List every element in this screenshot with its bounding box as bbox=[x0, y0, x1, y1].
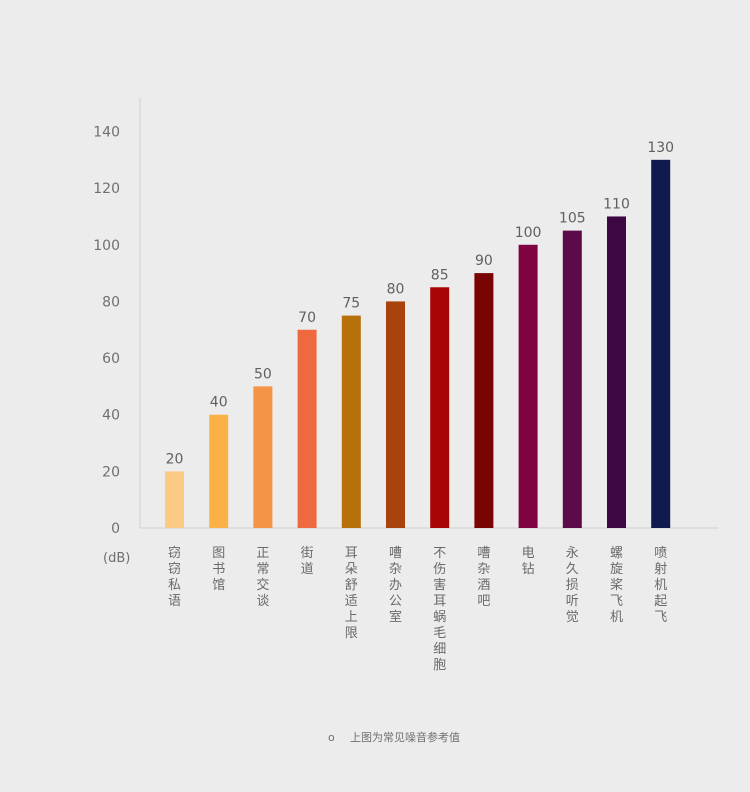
unit-label: (dB) bbox=[103, 551, 130, 566]
data-label: 80 bbox=[387, 281, 405, 297]
y-tick-label: 120 bbox=[93, 181, 120, 197]
category-label: 耳朵舒适上限 bbox=[345, 546, 358, 641]
category-label: 正常交谈 bbox=[256, 546, 269, 609]
data-label: 90 bbox=[475, 253, 493, 269]
category-label: 螺旋桨飞机 bbox=[610, 546, 623, 625]
data-label: 50 bbox=[254, 366, 272, 382]
data-label: 130 bbox=[647, 140, 674, 156]
y-tick-labels: 0 20 40 60 80 100 120 140 bbox=[93, 125, 120, 538]
category-label: 电钻 bbox=[522, 546, 535, 577]
y-tick-label: 40 bbox=[102, 408, 120, 424]
category-labels: 窃窃私语 图书馆 正常交谈 街道 耳朵舒适上限 嘈杂办公室 不伤害耳蜗毛细胞 嘈杂酒吧 电钻永久… bbox=[168, 545, 667, 673]
data-label: 105 bbox=[559, 211, 586, 227]
data-label: 110 bbox=[603, 196, 630, 212]
y-tick-label: 60 bbox=[102, 351, 120, 367]
bar bbox=[562, 230, 582, 528]
data-label: 75 bbox=[342, 296, 360, 312]
category-label: 喷射机起飞 bbox=[654, 546, 667, 625]
category-label: 嘈杂酒吧 bbox=[477, 546, 490, 609]
caption-marker: o bbox=[328, 731, 335, 744]
bar bbox=[297, 329, 317, 528]
bar bbox=[430, 287, 450, 528]
y-tick-label: 100 bbox=[93, 238, 120, 254]
bar bbox=[386, 301, 405, 528]
category-label: 永久损听觉 bbox=[566, 546, 579, 625]
y-tick-label: 20 bbox=[102, 464, 120, 480]
bar bbox=[474, 273, 494, 528]
data-label: 70 bbox=[298, 310, 316, 326]
category-label: 嘈杂办公室 bbox=[389, 546, 402, 625]
data-labels: 20 40 50 70 75 80 85 90 100 105 110 130 bbox=[166, 140, 674, 468]
bar bbox=[165, 471, 184, 528]
category-label: 窃窃私语 bbox=[168, 545, 181, 609]
y-tick-label: 80 bbox=[102, 294, 120, 310]
y-tick-label: 0 bbox=[111, 521, 120, 537]
data-label: 20 bbox=[166, 451, 184, 467]
bar bbox=[518, 244, 538, 529]
category-label: 不伤害耳蜗毛细胞 bbox=[433, 546, 446, 673]
y-tick-label: 140 bbox=[93, 125, 120, 141]
category-label: 图书馆 bbox=[212, 546, 225, 593]
bar bbox=[651, 159, 671, 529]
category-label: 街道 bbox=[301, 546, 314, 577]
bar bbox=[607, 216, 626, 528]
bar bbox=[209, 414, 229, 528]
caption: 上图为常见噪音参考值 bbox=[350, 730, 460, 744]
data-label: 85 bbox=[431, 267, 449, 283]
bar bbox=[341, 315, 361, 528]
bars bbox=[165, 159, 671, 529]
bar bbox=[253, 386, 273, 528]
data-label: 40 bbox=[210, 395, 228, 411]
data-label: 100 bbox=[515, 225, 542, 241]
